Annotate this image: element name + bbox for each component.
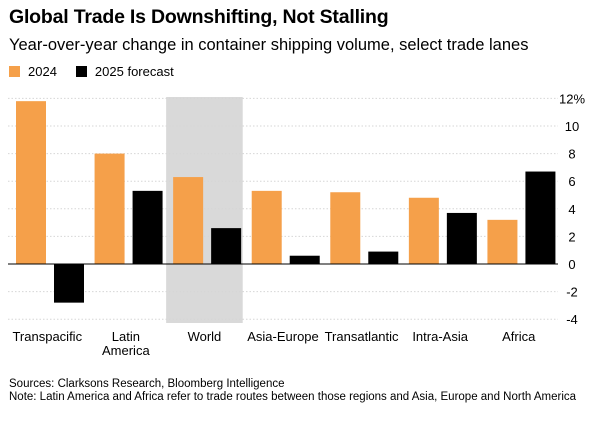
x-tick-label-latin-america: Latin — [112, 329, 140, 344]
legend-item-2025-forecast: 2025 forecast — [75, 64, 174, 79]
legend-swatch-2024 — [9, 66, 20, 77]
y-tick-label-2: 2 — [568, 229, 575, 244]
legend-item-2024: 2024 — [9, 64, 57, 79]
y-tick-label-8: 8 — [568, 147, 575, 162]
bar-2025-forecast-world — [211, 228, 242, 264]
bar-2024-latin — [94, 153, 125, 264]
y-tick-label-neg2: -2 — [566, 285, 578, 300]
y-tick-label-neg4: -4 — [566, 312, 578, 327]
x-tick-label-transpacific: Transpacific — [12, 329, 82, 344]
legend-swatch-2025-forecast — [75, 66, 87, 77]
x-tick-label-transatlantic: Transatlantic — [325, 329, 399, 344]
y-tick-label-6: 6 — [568, 174, 575, 189]
x-tick-label-intra-asia: Intra-Asia — [412, 329, 468, 344]
note-text: Note: Latin America and Africa refer to … — [9, 391, 577, 403]
y-tick-label-12: 12% — [559, 91, 585, 106]
bar-2024-africa — [487, 219, 518, 264]
chart-footer: Sources: Clarksons Research, Bloomberg I… — [9, 378, 579, 404]
bar-2025-forecast-transatlantic — [368, 251, 399, 264]
bar-2024-transatlantic — [330, 192, 361, 264]
y-tick-label-4: 4 — [568, 202, 575, 217]
legend-label-2025-forecast: 2025 forecast — [94, 64, 174, 79]
bar-2024-world — [173, 177, 204, 264]
x-tick-label-line2-latin-america: America — [102, 343, 150, 358]
sources-text: Sources: Clarksons Research, Bloomberg I… — [9, 378, 285, 390]
bar-2024-intra-asia — [408, 197, 439, 264]
legend-label-2024: 2024 — [28, 64, 57, 79]
y-tick-label-10: 10 — [565, 119, 579, 134]
bars — [16, 101, 556, 303]
bar-2025-forecast-africa — [525, 171, 556, 264]
bar-2024-transpacific — [16, 101, 46, 264]
bar-2025-forecast-asia-europe — [289, 255, 320, 264]
chart-subtitle: Year-over-year change in container shipp… — [9, 36, 529, 54]
bar-2025-forecast-intra-asia — [446, 212, 477, 264]
legend: 2024 2025 forecast — [9, 64, 193, 79]
bar-2025-forecast-latin — [132, 190, 163, 264]
chart-title: Global Trade Is Downshifting, Not Stalli… — [9, 6, 389, 28]
bar-2024-asia-europe — [251, 190, 282, 264]
x-tick-label-africa: Africa — [502, 329, 536, 344]
x-tick-label-world: World — [188, 329, 222, 344]
y-tick-label-0: 0 — [568, 257, 575, 272]
gridlines — [8, 97, 558, 320]
x-tick-label-asia-europe: Asia-Europe — [247, 329, 319, 344]
bar-2025-forecast-transpacific — [54, 264, 84, 303]
